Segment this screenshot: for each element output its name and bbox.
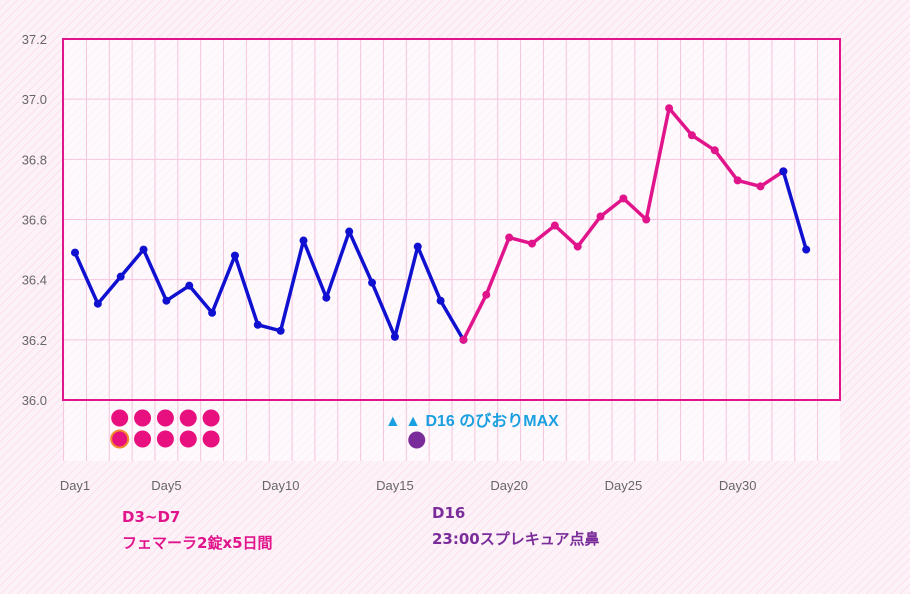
data-point — [642, 215, 651, 224]
x-tick-label: Day20 — [490, 478, 528, 493]
data-point — [345, 227, 354, 236]
data-point — [779, 167, 788, 176]
data-point — [139, 245, 148, 254]
data-point — [276, 326, 285, 335]
y-tick-label: 36.0 — [22, 393, 47, 408]
medication-dot — [202, 409, 220, 427]
y-tick-label: 36.4 — [22, 273, 47, 288]
note-right-title: D16 — [432, 504, 466, 522]
data-point — [390, 332, 399, 341]
medication-dot — [179, 430, 197, 448]
y-tick-label: 36.2 — [22, 333, 47, 348]
data-point — [230, 251, 239, 260]
note-right-desc: 23:00スプレキュア点鼻 — [432, 530, 600, 548]
data-point — [756, 182, 765, 191]
data-point — [162, 296, 171, 305]
data-point — [436, 296, 445, 305]
annotation-nobiori-max: ▲ ▲ D16 のびおりMAX — [385, 412, 559, 430]
x-tick-label: Day25 — [605, 478, 643, 493]
medication-dot — [156, 430, 174, 448]
note-left: D3~D7 フェマーラ2錠x5日間 — [122, 504, 273, 556]
data-point — [413, 242, 422, 251]
y-tick-label: 37.2 — [22, 32, 47, 47]
x-tick-label: Day10 — [262, 478, 300, 493]
note-left-desc: フェマーラ2錠x5日間 — [122, 534, 273, 552]
series-line — [73, 229, 466, 342]
data-point — [185, 281, 194, 290]
y-tick-label: 36.6 — [22, 213, 47, 228]
medication-dot — [156, 409, 174, 427]
data-point — [550, 221, 559, 230]
plot-background — [63, 39, 840, 461]
data-point — [116, 272, 125, 281]
note-left-title: D3~D7 — [122, 508, 181, 526]
medication-dot — [134, 430, 152, 448]
medication-dot — [111, 409, 129, 427]
data-point — [573, 242, 582, 251]
y-axis-ticks: 36.0 36.2 36.4 36.6 36.8 37.0 37.2 — [22, 32, 47, 408]
data-point — [710, 146, 719, 155]
data-point — [208, 308, 217, 317]
data-point — [368, 278, 377, 287]
medication-dot — [179, 409, 197, 427]
medication-dot — [134, 409, 152, 427]
data-point — [619, 194, 628, 203]
data-point — [528, 239, 536, 248]
data-point — [596, 212, 605, 221]
data-point — [459, 335, 468, 344]
data-point — [93, 299, 102, 308]
x-tick-label: Day5 — [151, 478, 181, 493]
data-point — [505, 233, 514, 242]
data-point — [802, 245, 811, 254]
data-point — [322, 293, 331, 302]
series-line — [781, 169, 808, 252]
data-point — [253, 320, 262, 329]
trigger-dot — [408, 431, 426, 449]
data-point — [482, 290, 491, 299]
medication-dot — [202, 430, 220, 448]
x-tick-label: Day30 — [719, 478, 757, 493]
data-point — [299, 236, 308, 245]
y-tick-label: 36.8 — [22, 152, 47, 167]
plot-frame — [62, 38, 841, 401]
data-point — [733, 176, 742, 185]
medication-dots — [110, 409, 426, 449]
data-point — [665, 104, 674, 113]
series-points — [71, 104, 811, 344]
y-tick-label: 37.0 — [22, 92, 47, 107]
x-tick-label: Day1 — [60, 478, 90, 493]
note-right: D16 23:00スプレキュア点鼻 — [432, 500, 599, 552]
data-point — [71, 248, 79, 257]
medication-dot — [110, 429, 130, 449]
x-tick-label: Day15 — [376, 478, 414, 493]
x-axis-ticks: Day1 Day5 Day10 Day15 Day20 Day25 Day30 — [60, 478, 757, 493]
data-point — [687, 131, 696, 140]
